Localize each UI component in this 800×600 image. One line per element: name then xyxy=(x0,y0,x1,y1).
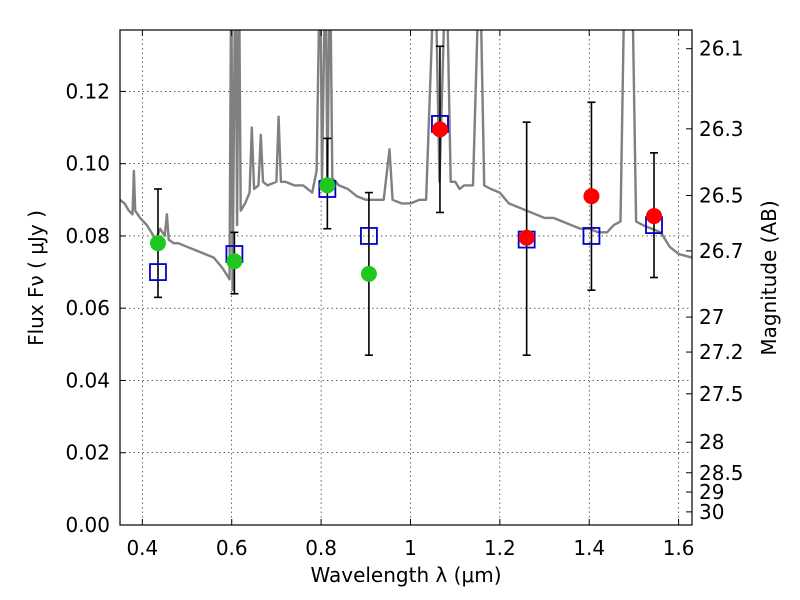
observed-point xyxy=(431,121,448,138)
y2-tick-label: 26.5 xyxy=(699,183,744,207)
model-square xyxy=(360,227,378,245)
y2-tick-label: 29 xyxy=(699,480,724,504)
y-tick-label: 0.06 xyxy=(65,296,110,320)
observed-point xyxy=(226,253,243,270)
observed-point xyxy=(583,188,600,205)
observed-point xyxy=(518,229,535,246)
y2-tick-label: 26.3 xyxy=(699,117,744,141)
y-tick-label: 0.00 xyxy=(65,513,110,537)
x-tick-label: 0.6 xyxy=(216,536,248,560)
x-axis-label: Wavelength λ (μm) xyxy=(310,563,501,587)
y2-tick-label: 26.1 xyxy=(699,37,744,61)
y2-tick-label: 28 xyxy=(699,430,724,454)
observed-point xyxy=(319,177,336,194)
axis-ticks: 0.4 0.6 0.8 1 1.2 1.4 1.6 0.00 0.02 0.04 0.06 0.08 0… xyxy=(65,30,744,560)
y2-tick-label: 27.2 xyxy=(699,340,744,364)
data-markers xyxy=(149,115,663,282)
y2-tick-label: 28.5 xyxy=(699,461,744,485)
y2-tick-label: 27.5 xyxy=(699,382,744,406)
x-tick-label: 1 xyxy=(404,536,417,560)
y-tick-label: 0.04 xyxy=(65,368,110,392)
model-spectrum xyxy=(120,30,692,292)
model-square xyxy=(582,227,601,245)
y-tick-label: 0.02 xyxy=(65,441,110,465)
y-tick-label: 0.10 xyxy=(65,152,110,176)
x-tick-label: 1.2 xyxy=(484,536,516,560)
y2-axis-label: Magnitude (AB) xyxy=(757,200,781,355)
y2-tick-label: 26.7 xyxy=(699,239,744,263)
observed-point xyxy=(646,208,663,225)
x-tick-label: 0.8 xyxy=(305,536,337,560)
observed-point xyxy=(149,235,166,252)
x-tick-label: 1.6 xyxy=(663,536,695,560)
y-axis-label: Flux Fν ( μJy ) xyxy=(24,210,48,346)
y2-tick-label: 30 xyxy=(699,500,724,524)
y-tick-label: 0.12 xyxy=(65,79,110,103)
spectrum-line xyxy=(120,30,692,292)
x-tick-label: 0.4 xyxy=(126,536,158,560)
y2-tick-label: 27 xyxy=(699,305,724,329)
x-tick-label: 1.4 xyxy=(573,536,605,560)
observed-point xyxy=(360,265,377,282)
plot-background xyxy=(120,30,692,525)
plot-frame xyxy=(119,29,693,526)
y-tick-label: 0.08 xyxy=(65,224,110,248)
model-square xyxy=(149,263,167,281)
